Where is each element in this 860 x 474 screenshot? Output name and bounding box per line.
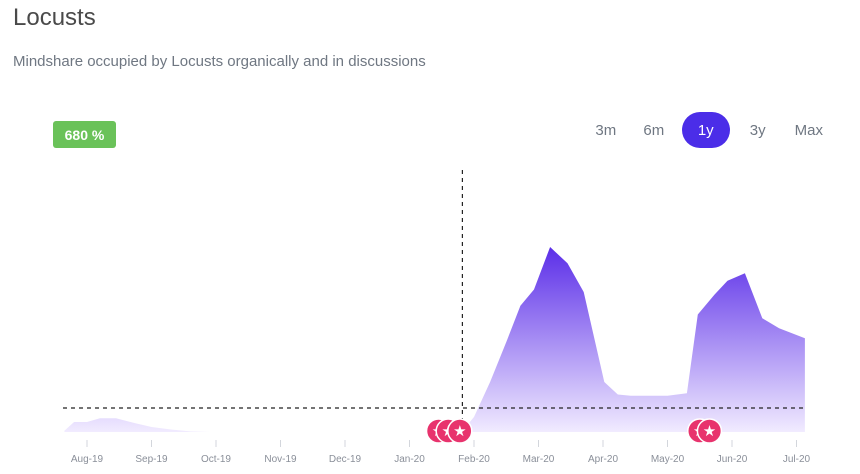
range-3m-button[interactable]: 3m	[586, 112, 626, 148]
mindshare-change-badge: 680 %	[53, 121, 116, 148]
range-1y-button[interactable]: 1y	[681, 112, 730, 148]
x-tick-label: Nov-19	[264, 454, 297, 465]
event-marker[interactable]: ★	[696, 418, 723, 444]
x-tick-label: Mar-20	[523, 454, 555, 465]
x-tick-label: Feb-20	[458, 454, 490, 465]
page-title: Locusts	[13, 4, 96, 31]
x-tick-label: Jul-20	[783, 454, 811, 465]
page-subtitle: Mindshare occupied by Locusts organicall…	[13, 53, 426, 70]
x-tick-label: Dec-19	[329, 454, 362, 465]
x-tick-label: Jan-20	[394, 454, 425, 465]
x-tick-label: May-20	[651, 454, 685, 465]
range-6m-button[interactable]: 6m	[634, 112, 674, 148]
x-tick-label: Oct-19	[201, 454, 231, 465]
x-tick-label: Apr-20	[588, 454, 618, 465]
time-range-selector: 3m 6m 1y 3y Max	[578, 112, 832, 148]
event-marker-circle[interactable]	[696, 418, 723, 444]
x-tick-label: Sep-19	[135, 454, 168, 465]
x-tick-label: Jun-20	[717, 454, 748, 465]
x-tick-label: Aug-19	[71, 454, 104, 465]
star-icon: ★	[453, 423, 466, 440]
event-marker[interactable]: ★	[447, 418, 473, 444]
range-3y-button[interactable]: 3y	[738, 112, 778, 148]
event-marker-circle[interactable]	[447, 418, 473, 444]
star-icon: ★	[703, 423, 716, 440]
series-area-mindshare	[64, 247, 805, 432]
range-max-button[interactable]: Max	[786, 112, 832, 148]
